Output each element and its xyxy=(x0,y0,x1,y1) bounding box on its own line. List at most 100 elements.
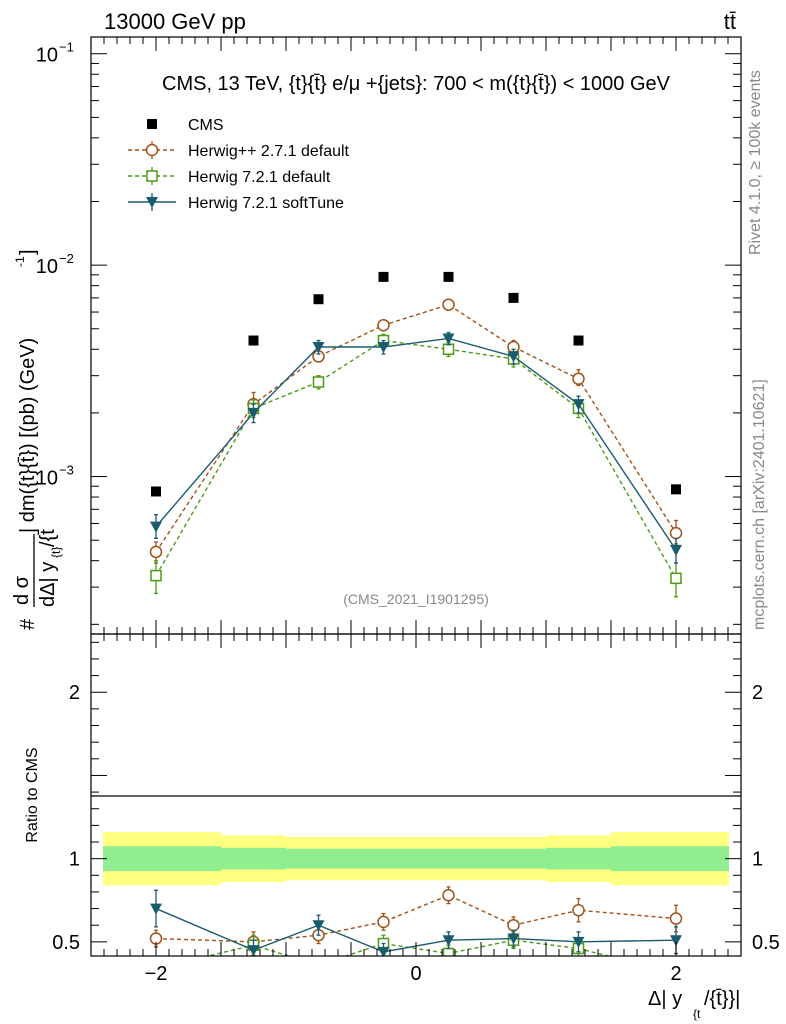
ratio-data-point xyxy=(507,918,520,932)
ratio-data-point xyxy=(572,936,585,948)
ratio-band-inner xyxy=(103,846,221,872)
data-point xyxy=(312,342,325,354)
series-cms xyxy=(151,271,681,497)
data-point xyxy=(508,292,519,303)
energy-label: 13000 GeV pp xyxy=(104,9,246,34)
ratio-data-point xyxy=(377,915,390,929)
ratio-series xyxy=(149,886,683,974)
rivet-version-label: Rivet 4.1.0, ≥ 100k events xyxy=(747,70,764,255)
x-tick-label: 2 xyxy=(670,963,681,985)
legend-label: CMS xyxy=(188,117,224,134)
ratio-series-clipped xyxy=(149,886,683,974)
y-tick-label-base: 10 xyxy=(36,468,58,490)
process-label: tt̄ xyxy=(724,9,736,34)
ratio-band-inner xyxy=(221,847,286,870)
ratio-data-point xyxy=(442,935,455,947)
series-line xyxy=(155,339,677,579)
series-line xyxy=(155,337,677,551)
legend: CMS Herwig++ 2.7.1 default Herwig 7.2.1 de… xyxy=(128,117,350,212)
ratio-data-point xyxy=(669,912,683,925)
main-y-tick-labels: 10−310−210−1 xyxy=(36,40,74,490)
data-point xyxy=(670,544,682,556)
data-point xyxy=(313,294,324,305)
data-point xyxy=(442,343,455,356)
y-label-tail: /{t̄ xyxy=(37,529,59,547)
legend-item: Herwig 7.2.1 softTune xyxy=(128,193,344,212)
data-point xyxy=(442,298,455,311)
data-point xyxy=(670,572,682,585)
ratio-y-tick-label-right: 1 xyxy=(752,849,763,871)
x-tick-label: −2 xyxy=(145,963,168,985)
legend-item: Herwig++ 2.7.1 default xyxy=(128,141,350,160)
ratio-series-line xyxy=(155,894,677,943)
mcplots-label: mcplots.cern.ch [arXiv:2401.10621] xyxy=(751,379,768,630)
legend-marker xyxy=(145,143,159,157)
ratio-bands xyxy=(103,832,729,886)
ratio-data-point xyxy=(572,903,585,917)
ratio-panel-frame xyxy=(90,633,742,957)
y-tick-label-exponent: −2 xyxy=(59,251,74,266)
y-label-close: ] xyxy=(17,249,39,255)
ratio-data-point xyxy=(314,960,324,970)
data-point xyxy=(149,545,163,559)
main-y-axis-label: # d σ dΔ| y {t} /{t̄ | dm({t}{t̄}) [(pb)… xyxy=(11,249,63,630)
series-herwig-7-2-1-default xyxy=(150,333,682,598)
data-point xyxy=(572,399,585,411)
data-point xyxy=(150,569,162,582)
data-point xyxy=(669,526,683,540)
y-label-numerator: d σ xyxy=(11,575,33,605)
ratio-data-point xyxy=(442,889,455,902)
legend-marker xyxy=(147,119,157,129)
data-point xyxy=(377,342,390,354)
x-tick-label: 0 xyxy=(410,963,421,985)
data-point xyxy=(443,271,454,282)
ratio-panel: 0.5 0.5 1 1 2 2 −2 0 2 Ratio to CMS xyxy=(24,633,780,985)
legend-label: Herwig++ 2.7.1 default xyxy=(188,143,350,160)
ratio-data-point xyxy=(670,935,682,947)
legend-label: Herwig 7.2.1 softTune xyxy=(188,195,344,212)
ratio-tick-labels: 0.5 0.5 1 1 2 2 −2 0 2 xyxy=(52,682,780,985)
data-point xyxy=(151,486,161,497)
ratio-axis-ticks xyxy=(90,634,742,956)
ratio-error-bar xyxy=(317,957,321,974)
y-tick-label-base: 10 xyxy=(36,45,58,67)
x-label-tail: /{t̄}}| xyxy=(704,988,740,1010)
data-point xyxy=(572,372,585,386)
ratio-data-point xyxy=(377,946,390,956)
ratio-data-point xyxy=(507,933,520,945)
series-herwig-7-2-1-softtune xyxy=(150,331,682,564)
ratio-y-tick-label: 0.5 xyxy=(52,932,80,954)
main-series xyxy=(149,271,683,598)
ratio-y-axis-label: Ratio to CMS xyxy=(24,747,41,842)
y-label-denominator: dΔ| y xyxy=(37,562,59,607)
data-point xyxy=(377,318,390,332)
main-axis-ticks xyxy=(90,37,742,634)
y-label-right: | dm({t}{t̄}) [(pb) (GeV) xyxy=(17,338,39,533)
y-tick-label-exponent: −3 xyxy=(59,463,74,478)
main-panel-title: CMS, 13 TeV, {t}{t̄} e/μ +{jets}: 700 < … xyxy=(162,73,671,95)
y-tick-label-exponent: −1 xyxy=(59,40,74,55)
legend-item: CMS xyxy=(147,117,224,134)
y-tick-label-base: 10 xyxy=(36,256,58,278)
ratio-y-tick-label-right: 2 xyxy=(752,682,763,704)
ratio-band-inner xyxy=(286,848,351,869)
analysis-tag: (CMS_2021_I1901295) xyxy=(343,591,489,607)
data-point xyxy=(507,351,520,363)
legend-marker xyxy=(146,197,158,208)
data-point xyxy=(573,335,584,346)
x-label-main: Δ| y xyxy=(648,988,682,1010)
data-point xyxy=(247,407,260,419)
legend-marker xyxy=(146,170,158,182)
ratio-band-inner xyxy=(416,848,481,869)
y-label-hash: # xyxy=(17,618,39,630)
data-point xyxy=(378,271,389,282)
data-point xyxy=(150,521,162,533)
ratio-y-tick-label: 2 xyxy=(69,682,80,704)
data-point xyxy=(442,333,455,345)
ratio-data-point xyxy=(312,920,325,932)
ratio-band-inner xyxy=(546,847,611,870)
y-label-superscript: -1 xyxy=(13,256,27,267)
data-point xyxy=(312,376,325,388)
ratio-series-herwig-7-2-1-softtune xyxy=(150,889,682,956)
